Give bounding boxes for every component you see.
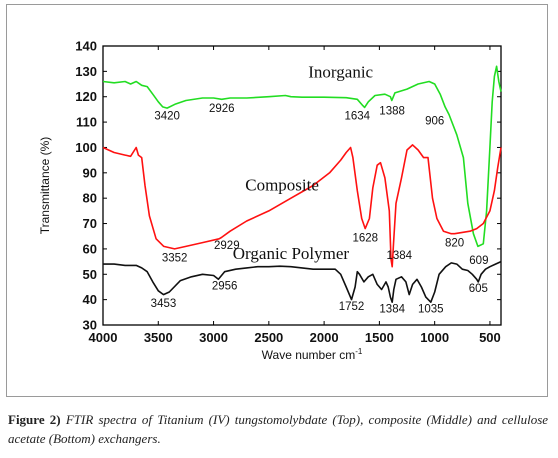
- peak-label: 820: [445, 237, 464, 249]
- y-tick-label: 40: [83, 292, 97, 307]
- peak-label: 1384: [386, 250, 412, 262]
- peak-label: 1634: [344, 111, 370, 123]
- peak-label: 1752: [339, 301, 365, 313]
- plot-area-frame: [102, 45, 502, 326]
- peak-label: 2929: [214, 240, 240, 252]
- peak-label: 2926: [209, 103, 235, 115]
- x-tick-label: 1500: [365, 330, 394, 345]
- y-tick-label: 130: [75, 64, 97, 79]
- y-axis-title: Transmittance (%): [38, 137, 52, 235]
- series-line-2: [103, 260, 502, 303]
- y-tick-label: 120: [75, 89, 97, 104]
- x-tick-label: 2500: [254, 330, 283, 345]
- peak-label: 1384: [379, 303, 405, 315]
- y-tick-label: 140: [75, 39, 97, 54]
- series-line-0: [102, 65, 502, 248]
- series-label-1: Composite: [245, 176, 319, 195]
- y-tick-label: 100: [75, 140, 97, 155]
- peak-label: 3352: [162, 253, 188, 265]
- y-tick-label: 90: [83, 165, 97, 180]
- figure-caption: Figure 2) FTIR spectra of Titanium (IV) …: [8, 410, 548, 448]
- peak-label: 1035: [418, 303, 444, 315]
- y-tick-label: 80: [83, 191, 97, 206]
- x-axis-title: Wave number cm-1: [262, 347, 363, 362]
- y-tick-label: 30: [83, 318, 97, 333]
- series-label-2: Organic Polymer: [233, 244, 350, 263]
- y-tick-label: 50: [83, 267, 97, 282]
- peak-label: 2956: [212, 280, 238, 292]
- peak-label: 3453: [151, 298, 177, 310]
- y-tick-label: 110: [76, 115, 97, 130]
- x-tick-label: 2000: [310, 330, 339, 345]
- series-label-0: Inorganic: [308, 63, 373, 82]
- x-tick-label: 3000: [199, 330, 228, 345]
- x-tick-label: 500: [479, 330, 501, 345]
- x-tick-label: 4000: [89, 330, 118, 345]
- peak-label: 906: [425, 116, 444, 128]
- peak-label: 1388: [379, 105, 405, 117]
- x-tick-label: 3500: [144, 330, 173, 345]
- y-tick-label: 70: [83, 216, 97, 231]
- peak-label: 609: [469, 255, 488, 267]
- caption-label: Figure 2): [8, 412, 61, 427]
- y-tick-label: 60: [83, 241, 97, 256]
- x-tick-label: 1000: [420, 330, 449, 345]
- peak-label: 1628: [352, 232, 378, 244]
- x-axis-title-superscript: -1: [355, 347, 363, 356]
- series-line-1: [102, 144, 502, 268]
- peak-label: 3420: [154, 111, 180, 123]
- figure-frame: [6, 4, 548, 397]
- caption-text: FTIR spectra of Titanium (IV) tungstomol…: [8, 412, 549, 446]
- peak-label: 605: [469, 283, 488, 295]
